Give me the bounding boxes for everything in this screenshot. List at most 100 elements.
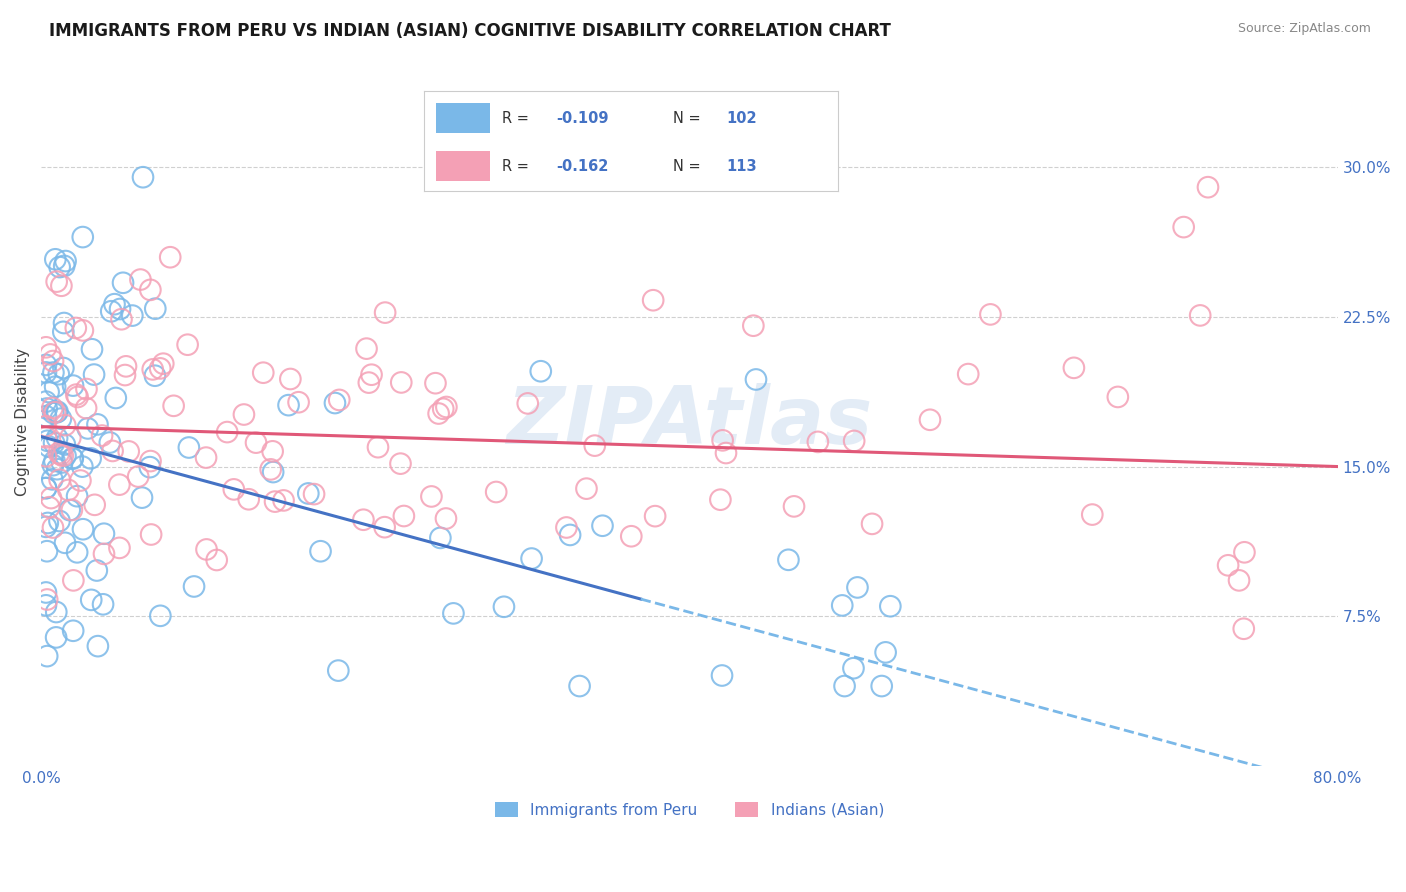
Point [846,581,869,595]
Point [66,390,89,404]
Point [429,531,451,545]
Point [367,440,389,454]
Point [309,544,332,558]
Point [264,494,287,508]
Y-axis label: Cognitive Disability: Cognitive Disability [15,348,30,496]
Point [60,503,83,517]
Point [262,444,284,458]
Point [46,462,69,476]
Point [53,536,76,550]
Point [35,358,58,372]
Point [1233,545,1256,559]
Point [52,361,75,376]
Point [783,500,806,514]
Point [42,406,65,420]
Point [62,378,84,392]
Point [392,508,415,523]
Point [183,579,205,593]
Point [583,439,606,453]
Point [66,489,89,503]
Point [44,380,66,394]
Point [91,597,114,611]
Point [844,434,866,448]
Point [114,368,136,382]
Point [62,574,84,588]
Point [53,316,76,330]
Point [159,250,181,264]
Point [860,516,883,531]
Point [205,553,228,567]
Point [121,309,143,323]
Point [262,465,284,479]
Point [35,544,58,558]
Point [37,649,59,664]
Point [37,516,59,530]
Point [389,457,412,471]
Point [389,376,412,390]
Point [139,283,162,297]
Point [132,170,155,185]
Point [45,405,67,419]
Point [39,491,62,505]
Point [38,500,60,515]
Point [48,446,70,460]
Point [35,394,58,409]
Point [222,483,245,497]
Point [575,482,598,496]
Point [620,529,643,543]
Point [38,440,60,454]
Text: IMMIGRANTS FROM PERU VS INDIAN (ASIAN) COGNITIVE DISABILITY CORRELATION CHART: IMMIGRANTS FROM PERU VS INDIAN (ASIAN) C… [49,22,891,40]
Point [357,376,380,390]
Point [709,492,731,507]
Legend: Immigrants from Peru, Indians (Asian): Immigrants from Peru, Indians (Asian) [489,796,890,823]
Point [59,431,82,445]
Point [778,553,800,567]
Point [46,404,69,418]
Point [72,323,94,337]
Point [76,421,98,435]
Point [55,254,77,268]
Point [35,366,58,380]
Point [49,447,72,461]
Point [42,436,65,450]
Point [352,513,374,527]
Point [53,259,76,273]
Point [112,276,135,290]
Point [530,364,553,378]
Point [44,405,66,419]
Point [323,396,346,410]
Point [110,312,132,326]
Point [66,545,89,559]
Point [79,451,101,466]
Point [328,664,350,678]
Point [39,347,62,361]
Point [831,599,853,613]
Point [35,520,58,534]
Point [711,434,734,448]
Point [217,425,239,439]
Point [35,450,58,464]
Point [72,230,94,244]
Point [86,564,108,578]
Point [83,368,105,382]
Point [83,498,105,512]
Point [118,444,141,458]
Point [162,399,184,413]
Point [48,260,70,274]
Point [356,342,378,356]
Point [139,527,162,541]
Point [46,431,69,445]
Point [644,509,666,524]
Point [149,608,172,623]
Point [516,396,538,410]
Point [108,301,131,316]
Point [143,368,166,383]
Point [41,472,63,486]
Point [93,547,115,561]
Point [53,437,76,451]
Point [100,304,122,318]
Point [108,541,131,555]
Point [834,679,856,693]
Point [1227,574,1250,588]
Point [69,474,91,488]
